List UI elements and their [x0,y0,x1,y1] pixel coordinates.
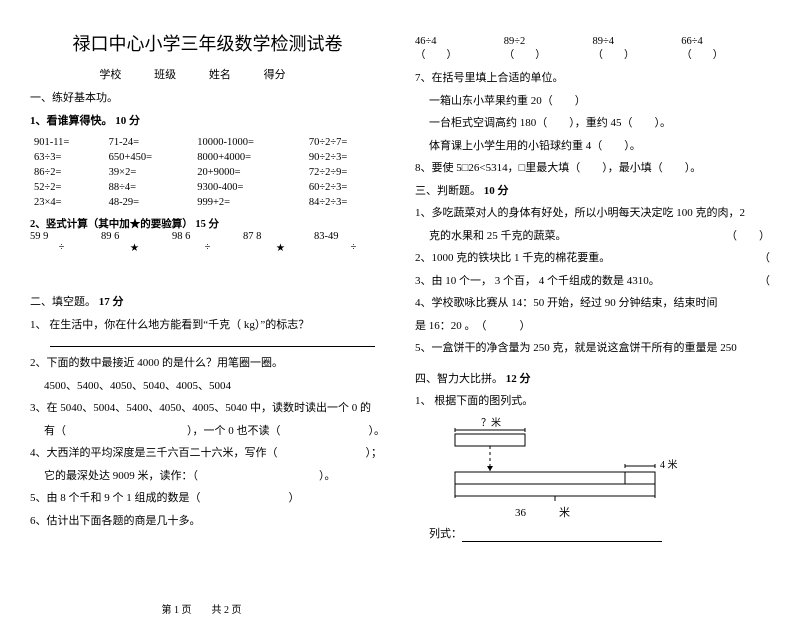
header-row: 学校 班级 姓名 得分 [30,66,385,82]
fill-q5: 5、由 8 个千和 9 个 1 组成的数是（ ） [30,490,385,507]
fill-q2a: 2、下面的数中最接近 4000 的是什么？用笔圈一圈。 [30,355,385,372]
diagram-right: 4 米 [660,458,678,471]
fill-q1: 1、 在生活中，你在什么地方能看到“千克（ kg）”的标志？ [30,317,385,334]
q2-label: 2、竖式计算（其中加★的要验算） 15 分 [30,216,385,231]
diagram: ？米 4 米 36 米 [435,416,770,526]
expression-blank [462,530,662,542]
fill-q8: 8、要使 5□26<5314，□里最大填（ ），最小填（ ）。 [415,160,770,177]
diagram-bottom: 36 米 [515,506,570,519]
calc-row: 63÷3=650+450=8000+4000=90÷2÷3= [30,150,385,165]
label-school: 学校 [99,69,121,81]
calc-table: 901-11=71-24=10000-1000=70÷2÷7= 63÷3=650… [30,135,385,210]
judge-q4a: 4、学校歌咏比赛从 14：50 开始，经过 90 分钟结束，结束时间 [415,295,770,312]
spacer [415,363,770,371]
div-blanks: （ ） （ ） （ ） （ ） [415,47,770,62]
judge-q1b: 克的水果和 25 千克的蔬菜。 （ ） [415,228,770,245]
list-expression: 列式： [415,526,770,543]
label-class: 班级 [154,69,176,81]
judge-q4b: 是 16：20 。 （ ） [415,318,770,335]
diag-q1: 1、 根据下面的图列式。 [415,393,770,410]
label-score: 得分 [264,69,286,81]
section1-heading: 一、练好基本功。 [30,90,385,107]
fill-q1-blank [50,339,375,347]
workspace [30,254,385,294]
section4-heading: 四、智力大比拼。 12 分 [415,371,770,388]
left-column: 禄口中心小学三年级数学检测试卷 学校 班级 姓名 得分 一、练好基本功。 1、看… [0,0,403,622]
judge-q1a: 1、多吃蔬菜对人的身体有好处，所以小明每天决定吃 100 克的肉，2 [415,205,770,222]
q2-pts: 15 分 [195,219,219,230]
page-footer: 第 1 页 共 2 页 [0,601,403,616]
calc-row: 23×4=48-29=999+2=84÷2÷3= [30,195,385,210]
fill-q7c: 体育课上小学生用的小铅球约重 4（ ）。 [415,138,770,155]
judge-q2: 2、1000 克的铁块比 1 千克的棉花要重。 （ [415,250,770,267]
q1-pts: 10 分 [115,115,140,127]
section2-heading: 二、填空题。 17 分 [30,294,385,311]
exam-title: 禄口中心小学三年级数学检测试卷 [30,30,385,56]
div-row: 46÷4 89÷2 89÷4 66÷4 [415,36,770,47]
diagram-svg: ？米 4 米 36 米 [435,416,695,526]
calc-row: 52÷2=88÷4=9300-400=60÷2÷3= [30,180,385,195]
fill-q7a: 一箱山东小苹果约重 20（ ） [415,93,770,110]
q1-label: 1、看谁算得快。 10 分 [30,113,385,130]
fill-q7b: 一台柜式空调高约 180（ ），重约 45（ ）。 [415,115,770,132]
section3-heading: 三、判断题。 10 分 [415,183,770,200]
calc-row: 901-11=71-24=10000-1000=70÷2÷7= [30,135,385,150]
label-name: 姓名 [209,69,231,81]
fill-q2b: 4500、5400、4050、5040、4005、5004 [30,378,385,395]
fill-q4a: 4、大西洋的平均深度是三千六百二十六米，写作（ ）； [30,445,385,462]
q2-text: 2、竖式计算（其中加★的要验算） [30,219,193,230]
calc-row: 86÷2=39×2=20+9000=72÷2÷9= [30,165,385,180]
q2-ops: ÷ ★ ÷ ★ ÷ [30,242,385,254]
fill-q3a: 3、在 5040、5004、5400、4050、4005、5040 中，读数时读… [30,400,385,417]
right-column: 46÷4 89÷2 89÷4 66÷4 （ ） （ ） （ ） （ ） 7、在括… [403,0,800,622]
judge-q3: 3、由 10 个一， 3 个百， 4 个千组成的数是 4310。 （ [415,273,770,290]
q1-text: 1、看谁算得快。 [30,115,113,127]
diagram-qmark: ？米 [481,416,501,429]
fill-q3b: 有（ ），一个 0 也不读（ ）。 [30,423,385,440]
fill-q4b: 它的最深处达 9009 米，读作：（ ）。 [30,468,385,485]
fill-q7: 7、在括号里填上合适的单位。 [415,70,770,87]
judge-q5: 5、一盒饼干的净含量为 250 克，就是说这盒饼干所有的重量是 250 [415,340,770,357]
fill-q6: 6、估计出下面各题的商是几十多。 [30,513,385,530]
q2-nums: 59 9 89 6 98 6 87 8 83-49 [30,231,385,242]
